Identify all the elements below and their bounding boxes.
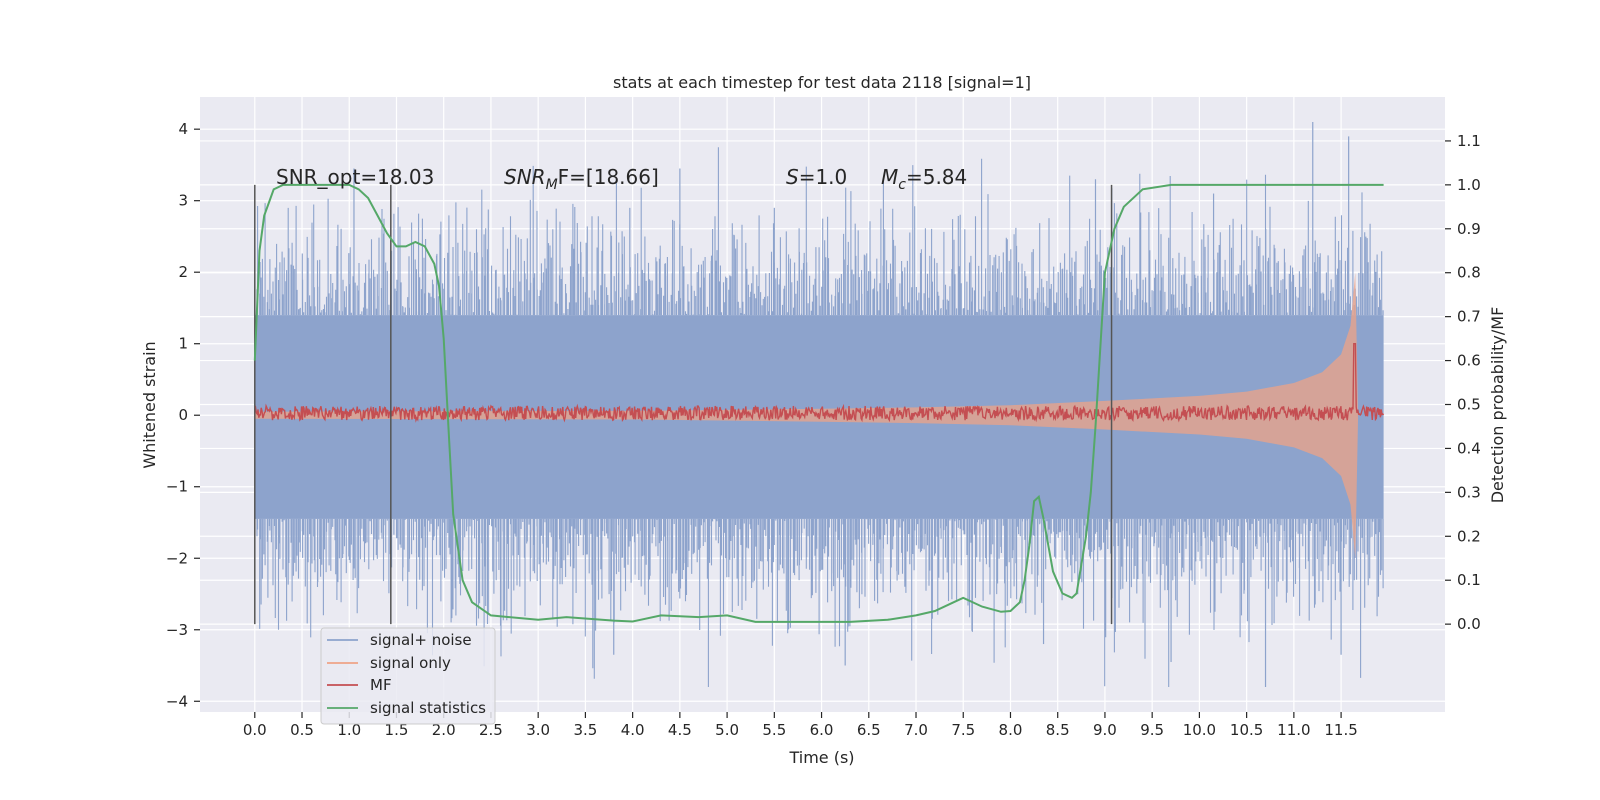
signal-statistics-line	[253, 183, 1384, 623]
legend: signal+ noise signal only MF signal stat…	[320, 627, 496, 725]
x-tick-label: 3.0	[526, 721, 550, 739]
y-right-tick-label: 0.2	[1457, 527, 1481, 545]
y-right-tick-label: 1.1	[1457, 132, 1481, 150]
x-tick-label: 4.0	[621, 721, 645, 739]
x-tick-label: 1.0	[337, 721, 361, 739]
snr-mf-rest: F=[18.66]	[558, 165, 659, 189]
y-tick-label: 4	[178, 120, 188, 138]
annotation-mc: Mc=5.84	[881, 165, 967, 193]
mc-sub: c	[898, 177, 906, 193]
x-tick-label: 5.5	[762, 721, 786, 739]
x-tick-label: 0.0	[243, 721, 267, 739]
x-tick-label: 6.5	[857, 721, 881, 739]
x-tick-label: 8.5	[1046, 721, 1070, 739]
y-tick-label: −1	[166, 478, 188, 496]
s-value: =1.0	[799, 165, 848, 189]
annotation-snr-opt: SNR_opt=18.03	[276, 165, 434, 189]
y-right-tick-label: 0.6	[1457, 352, 1481, 370]
mf-series	[254, 343, 1385, 423]
x-tick-label: 6.0	[810, 721, 834, 739]
mc-value: =5.84	[906, 165, 967, 189]
x-tick-label: 11.0	[1277, 721, 1310, 739]
x-tick-label: 8.0	[999, 721, 1023, 739]
x-tick-label: 10.5	[1230, 721, 1263, 739]
mf-line	[254, 343, 1385, 423]
x-tick-label: 0.5	[290, 721, 314, 739]
chart-title: stats at each timestep for test data 211…	[613, 73, 1031, 92]
snr-mf-name: SNR	[504, 165, 546, 189]
x-tick-label: 11.5	[1324, 721, 1357, 739]
y-axis-label: Whitened strain	[140, 341, 159, 468]
y-tick-label: −2	[166, 549, 188, 567]
annotation-s: S=1.0	[786, 165, 847, 189]
x-tick-label: 2.0	[432, 721, 456, 739]
y-right-tick-label: 0.4	[1457, 439, 1481, 457]
y-tick-label: 0	[178, 406, 188, 424]
mc-name: M	[881, 165, 898, 189]
s-name: S	[786, 165, 799, 189]
y-right-tick-label: 0.3	[1457, 483, 1481, 501]
x-tick-label: 7.5	[951, 721, 975, 739]
y-axis-left-ticks: 4 3 2 1 0 −1 −2 −3 −4	[166, 120, 200, 710]
y-axis-right-label: Detection probability/MF	[1488, 307, 1507, 504]
y-right-tick-label: 0.1	[1457, 571, 1481, 589]
y-tick-label: 2	[178, 263, 188, 281]
x-tick-label: 4.5	[668, 721, 692, 739]
x-tick-label: 9.5	[1140, 721, 1164, 739]
x-axis-label: Time (s)	[788, 748, 854, 767]
y-right-tick-label: 0.7	[1457, 308, 1481, 326]
snr-mf-sub: M	[546, 177, 558, 193]
signal-statistics-series	[253, 183, 1384, 623]
y-tick-label: 3	[178, 192, 188, 210]
y-right-tick-label: 0.0	[1457, 615, 1481, 633]
y-tick-label: −3	[166, 621, 188, 639]
y-right-tick-label: 0.5	[1457, 396, 1481, 414]
x-tick-label: 3.5	[573, 721, 597, 739]
x-tick-label: 2.5	[479, 721, 503, 739]
annotation-snr-mf: SNRMF=[18.66]	[504, 165, 659, 193]
y-tick-label: 1	[178, 335, 188, 353]
legend-label-signal-statistics: signal statistics	[370, 699, 486, 717]
x-tick-label: 10.0	[1183, 721, 1216, 739]
vertical-markers	[254, 184, 1113, 625]
legend-box	[320, 627, 496, 725]
y-right-tick-label: 1.0	[1457, 176, 1481, 194]
x-tick-label: 9.0	[1093, 721, 1117, 739]
legend-label-mf: MF	[370, 676, 392, 694]
x-tick-label: 7.0	[904, 721, 928, 739]
x-axis-ticks: 0.0 0.5 1.0 1.5 2.0 2.5 3.0 3.5 4.0 4.5 5.0 5.5 6.0 6…	[243, 712, 1358, 739]
y-right-tick-label: 0.9	[1457, 220, 1481, 238]
legend-label-signal-only: signal only	[370, 654, 451, 672]
y-tick-label: −4	[166, 692, 188, 710]
x-tick-label: 5.0	[715, 721, 739, 739]
x-tick-label: 1.5	[385, 721, 409, 739]
legend-label-signal-noise: signal+ noise	[370, 631, 472, 649]
y-axis-right-ticks: 1.1 1.0 0.9 0.8 0.7 0.6 0.5 0.4 0.3 0.2 0.1 0.0	[1445, 132, 1481, 633]
y-right-tick-label: 0.8	[1457, 264, 1481, 282]
